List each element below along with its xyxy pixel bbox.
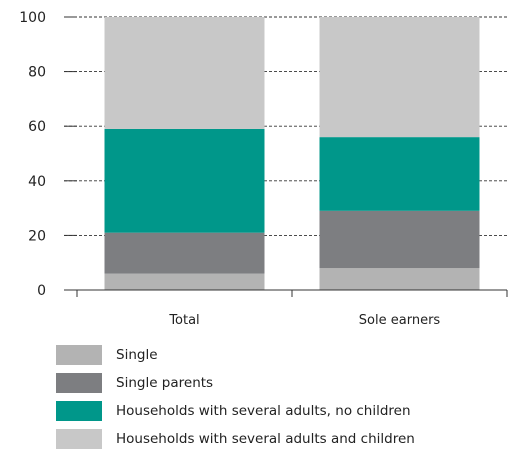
gridlines	[64, 16, 507, 236]
bar-segment-0-2	[104, 128, 265, 233]
x-category-label-1: Sole earners	[359, 313, 441, 328]
y-tick-label-0: 0	[37, 283, 46, 299]
y-tick-label-2: 40	[28, 174, 46, 190]
legend-label-1: Single parents	[116, 374, 214, 391]
legend-swatch-1	[56, 372, 102, 393]
legend-item-2: Households with several adults, no child…	[56, 400, 415, 421]
axes: 0 20 40 60 80 100 Total Sole earners	[19, 10, 508, 328]
bar-segment-0-3	[104, 17, 265, 129]
bar-segment-0-0	[104, 273, 265, 290]
legend-label-2: Households with several adults, no child…	[116, 402, 411, 419]
y-tick-label-3: 60	[28, 119, 46, 135]
bar-segment-1-2	[319, 137, 480, 211]
y-tick-label-4: 80	[28, 65, 46, 81]
bars	[104, 17, 480, 290]
legend-swatch-3	[56, 428, 102, 449]
y-tick-label-5: 100	[19, 10, 46, 26]
legend-item-1: Single parents	[56, 372, 415, 393]
bar-segment-0-1	[104, 232, 265, 274]
legend-swatch-2	[56, 400, 102, 421]
bar-segment-1-0	[319, 268, 480, 290]
legend-label-3: Households with several adults and child…	[116, 430, 415, 447]
legend: Single Single parents Households with seve…	[56, 344, 415, 457]
x-category-label-0: Total	[168, 313, 199, 328]
y-tick-label-1: 20	[28, 228, 46, 244]
bar-segment-1-3	[319, 17, 480, 138]
bar-segment-1-1	[319, 210, 480, 269]
legend-label-0: Single	[116, 346, 158, 363]
legend-item-3: Households with several adults and child…	[56, 428, 415, 449]
legend-item-0: Single	[56, 344, 415, 365]
legend-swatch-0	[56, 344, 102, 365]
